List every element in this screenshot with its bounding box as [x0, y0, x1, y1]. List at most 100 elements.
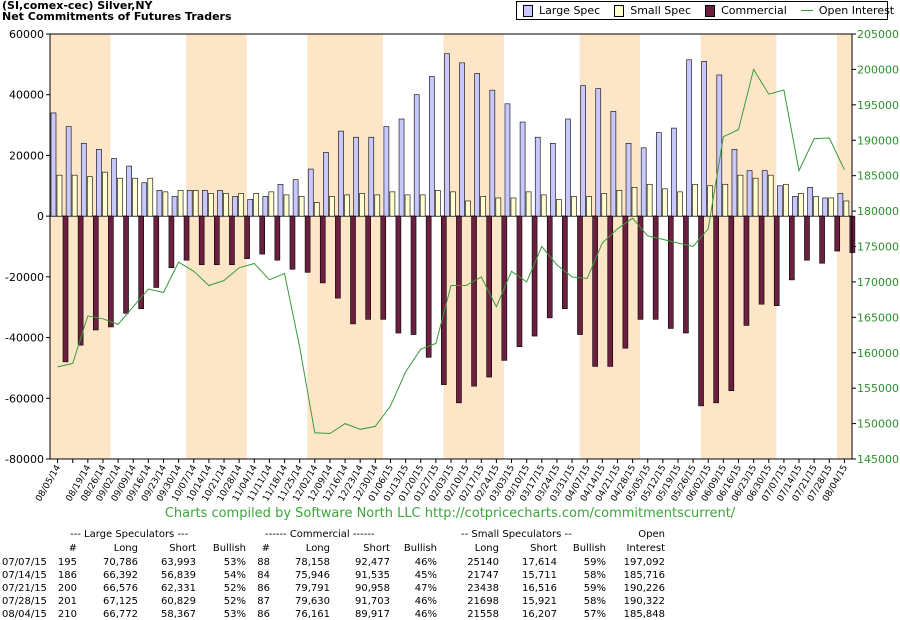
table-cell: 78,158 [295, 557, 330, 568]
table-cell: 87 [257, 596, 270, 607]
commercial-bar [652, 215, 659, 320]
table-cell: 210 [57, 609, 77, 620]
commercial-bar [62, 215, 69, 363]
large-spec-bar [504, 103, 511, 217]
commercial-bar [743, 215, 750, 326]
col-header-long: Long [305, 543, 330, 554]
commercial-bar [834, 215, 841, 252]
commercial-bar [546, 215, 553, 319]
small-spec-bar [540, 194, 547, 217]
commercial-bar [592, 215, 598, 367]
commercial-bar [319, 215, 326, 284]
commercial-bar [471, 215, 477, 387]
small-spec-bar [843, 200, 850, 217]
large-spec-bar [398, 118, 405, 217]
table-cell: 56,839 [161, 570, 196, 581]
month-band [700, 34, 777, 459]
left-axis-label: 0 [37, 210, 44, 223]
small-spec-bar [798, 193, 804, 217]
table-cell: 185,848 [623, 609, 665, 620]
legend-item-open-interest: Open Interest [800, 4, 894, 17]
commercial-bar [92, 215, 99, 331]
commercial-bar [274, 215, 281, 261]
large-spec-bar [383, 126, 390, 217]
table-cell: 58,367 [161, 609, 196, 620]
large-spec-bar [277, 183, 284, 217]
table-cell: 190,322 [623, 596, 665, 607]
table-cell: 16,516 [522, 583, 557, 594]
small-spec-bar [374, 194, 381, 217]
table-cell: 185,716 [623, 570, 665, 581]
small-spec-bar [616, 190, 623, 217]
large-spec-bar [837, 193, 844, 217]
commercial-bar [804, 215, 810, 261]
table-cell: 46% [414, 609, 437, 620]
large-spec-bar [444, 53, 450, 217]
small-spec-bar [56, 174, 63, 217]
large-spec-bar [701, 61, 707, 217]
small-spec-bar [132, 177, 138, 217]
right-axis-label: 180000 [857, 205, 899, 218]
table-cell: 45% [414, 570, 437, 581]
right-axis-label: 185000 [857, 170, 899, 183]
small-spec-bar [253, 193, 260, 217]
legend-swatch-open-interest [800, 10, 813, 11]
table-cell: 17,614 [522, 557, 557, 568]
small-spec-bar [268, 191, 275, 217]
large-spec-bar [111, 158, 117, 217]
large-spec-bar [141, 182, 148, 217]
legend: Large Spec Small Spec Commercial Open In… [516, 1, 894, 20]
month-band [836, 34, 852, 459]
legend-swatch-commercial [705, 4, 716, 17]
small-spec-bar [571, 196, 577, 217]
commercial-bar [516, 215, 523, 347]
large-spec-bar [519, 121, 526, 217]
table-cell: 76,161 [295, 609, 330, 620]
col-header-short: Short [530, 543, 557, 554]
small-spec-bar [677, 191, 683, 217]
table-cell: 79,630 [295, 596, 330, 607]
right-axis-label: 165000 [857, 311, 899, 324]
small-spec-bar [329, 196, 335, 217]
small-spec-bar [813, 196, 819, 217]
table-cell: 84 [257, 570, 270, 581]
small-spec-bar [556, 199, 562, 217]
table-cell: 91,535 [355, 570, 390, 581]
table-cell: 79,791 [295, 583, 330, 594]
commercial-bar [531, 215, 538, 337]
group-header-commercial: ------ Commercial ------ [265, 529, 375, 540]
large-spec-bar [292, 179, 299, 217]
large-spec-bar [792, 196, 798, 217]
table-cell: 90,958 [355, 583, 390, 594]
small-spec-bar [767, 174, 774, 217]
table-cell: 15,711 [522, 570, 557, 581]
large-spec-bar [716, 74, 723, 217]
table-cell: 58% [583, 570, 606, 581]
small-spec-bar [298, 196, 305, 217]
small-spec-bar [177, 190, 184, 217]
commercial-bar [153, 215, 160, 288]
large-spec-bar [565, 118, 571, 217]
table-cell: 86 [257, 609, 270, 620]
small-spec-bar [510, 197, 517, 217]
col-header-count: # [68, 543, 77, 554]
commercial-bar [456, 215, 462, 404]
col-header-short: Short [363, 543, 390, 554]
large-spec-bar [186, 190, 193, 217]
legend-swatch-large-spec [523, 4, 533, 17]
commercial-bar [335, 215, 341, 299]
commercial-bar [229, 215, 235, 266]
table-cell: 52% [223, 596, 246, 607]
left-axis-label: 40000 [9, 89, 44, 102]
right-axis-label: 175000 [857, 241, 899, 254]
small-spec-bar [359, 193, 365, 217]
commercial-bar [198, 215, 205, 266]
small-spec-bar [737, 174, 744, 217]
legend-label-small-spec: Small Spec [630, 4, 692, 17]
commercial-bar [698, 215, 704, 407]
left-axis-label: 20000 [9, 149, 44, 162]
table-cell: 15,921 [522, 596, 557, 607]
legend-item-small-spec: Small Spec [614, 4, 691, 17]
small-spec-bar [435, 190, 441, 217]
large-spec-bar [595, 88, 602, 217]
